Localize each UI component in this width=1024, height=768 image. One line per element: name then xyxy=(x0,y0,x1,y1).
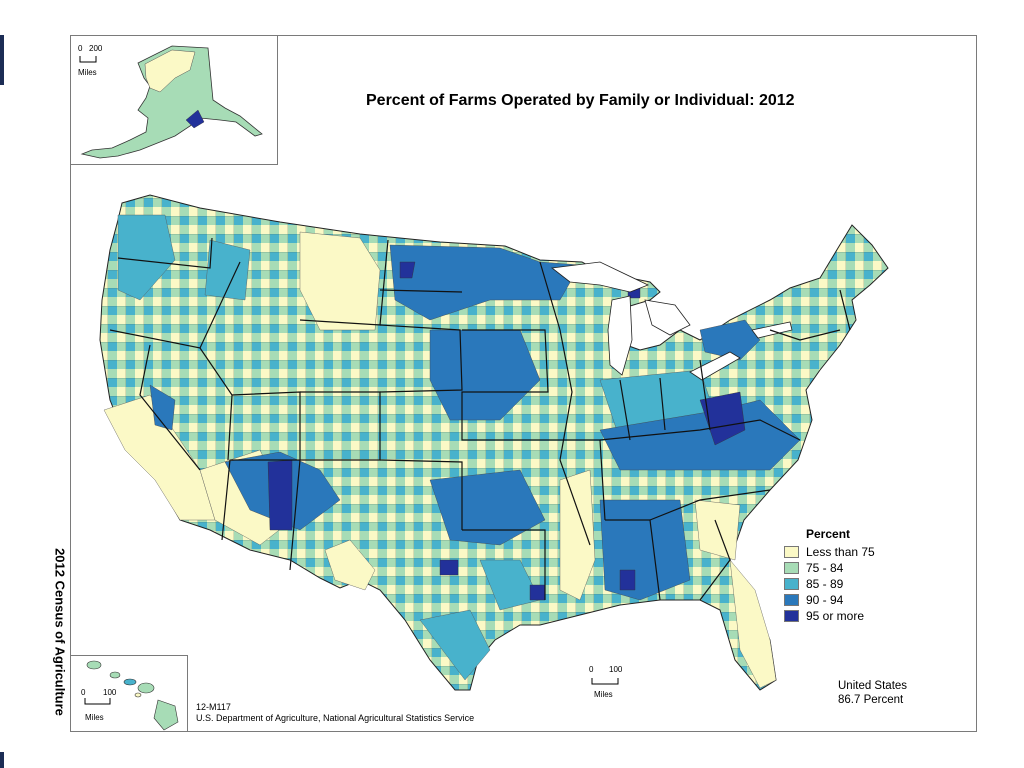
legend-item: 75 - 84 xyxy=(784,560,875,576)
hawaii-scale-zero: 0 xyxy=(81,688,86,697)
legend-swatch xyxy=(784,578,799,590)
medium-blue-regions xyxy=(117,214,721,681)
legend-swatch xyxy=(784,546,799,558)
alaska-scale-max: 200 xyxy=(89,44,103,53)
hawaii-scale-unit: Miles xyxy=(85,713,104,722)
legend: Percent Less than 75 75 - 84 85 - 89 90 … xyxy=(784,527,875,624)
legend-item: 85 - 89 xyxy=(784,576,875,592)
alaska-shape xyxy=(80,45,263,159)
hawaii-scale-max: 100 xyxy=(103,688,117,697)
conus-scale-max: 100 xyxy=(609,665,623,674)
legend-label: 95 or more xyxy=(806,609,865,623)
conus-scale-zero: 0 xyxy=(589,665,594,674)
summary-label: United States xyxy=(838,680,908,692)
legend-label: 75 - 84 xyxy=(806,561,844,575)
legend-label: Less than 75 xyxy=(806,545,875,559)
alaska-dark-region xyxy=(185,109,205,129)
hawaii-islands xyxy=(86,660,179,731)
slide-edge-top xyxy=(0,35,4,85)
legend-swatch xyxy=(784,610,799,622)
legend-title: Percent xyxy=(806,527,851,541)
slide-edge-bottom xyxy=(0,752,4,768)
source-credit: U.S. Department of Agriculture, National… xyxy=(196,713,475,723)
map-frame xyxy=(70,35,977,732)
alaska-light-region xyxy=(144,49,196,93)
alaska-scale-unit: Miles xyxy=(78,68,97,77)
legend-swatch xyxy=(784,594,799,606)
state-boundaries xyxy=(109,237,851,601)
great-lakes xyxy=(550,261,793,381)
map-title: Percent of Farms Operated by Family or I… xyxy=(366,92,795,109)
legend-item: 90 - 94 xyxy=(784,592,875,608)
legend-swatch xyxy=(784,562,799,574)
legend-item: 95 or more xyxy=(784,608,875,624)
conus-scale-unit: Miles xyxy=(594,690,613,699)
deepest-blue-regions xyxy=(267,261,746,601)
legend-label: 85 - 89 xyxy=(806,577,844,591)
alaska-scale-zero: 0 xyxy=(78,44,83,53)
map-code: 12-M117 xyxy=(196,702,231,712)
legend-item: Less than 75 xyxy=(784,544,875,560)
dark-blue-regions xyxy=(149,244,801,601)
us-summary: United States 86.7 Percent xyxy=(838,679,907,707)
legend-label: 90 - 94 xyxy=(806,593,844,607)
scale-bar-graphics xyxy=(79,56,619,705)
summary-value: 86.7 Percent xyxy=(838,694,904,706)
map-footer: 12-M117 U.S. Department of Agriculture, … xyxy=(196,702,474,724)
